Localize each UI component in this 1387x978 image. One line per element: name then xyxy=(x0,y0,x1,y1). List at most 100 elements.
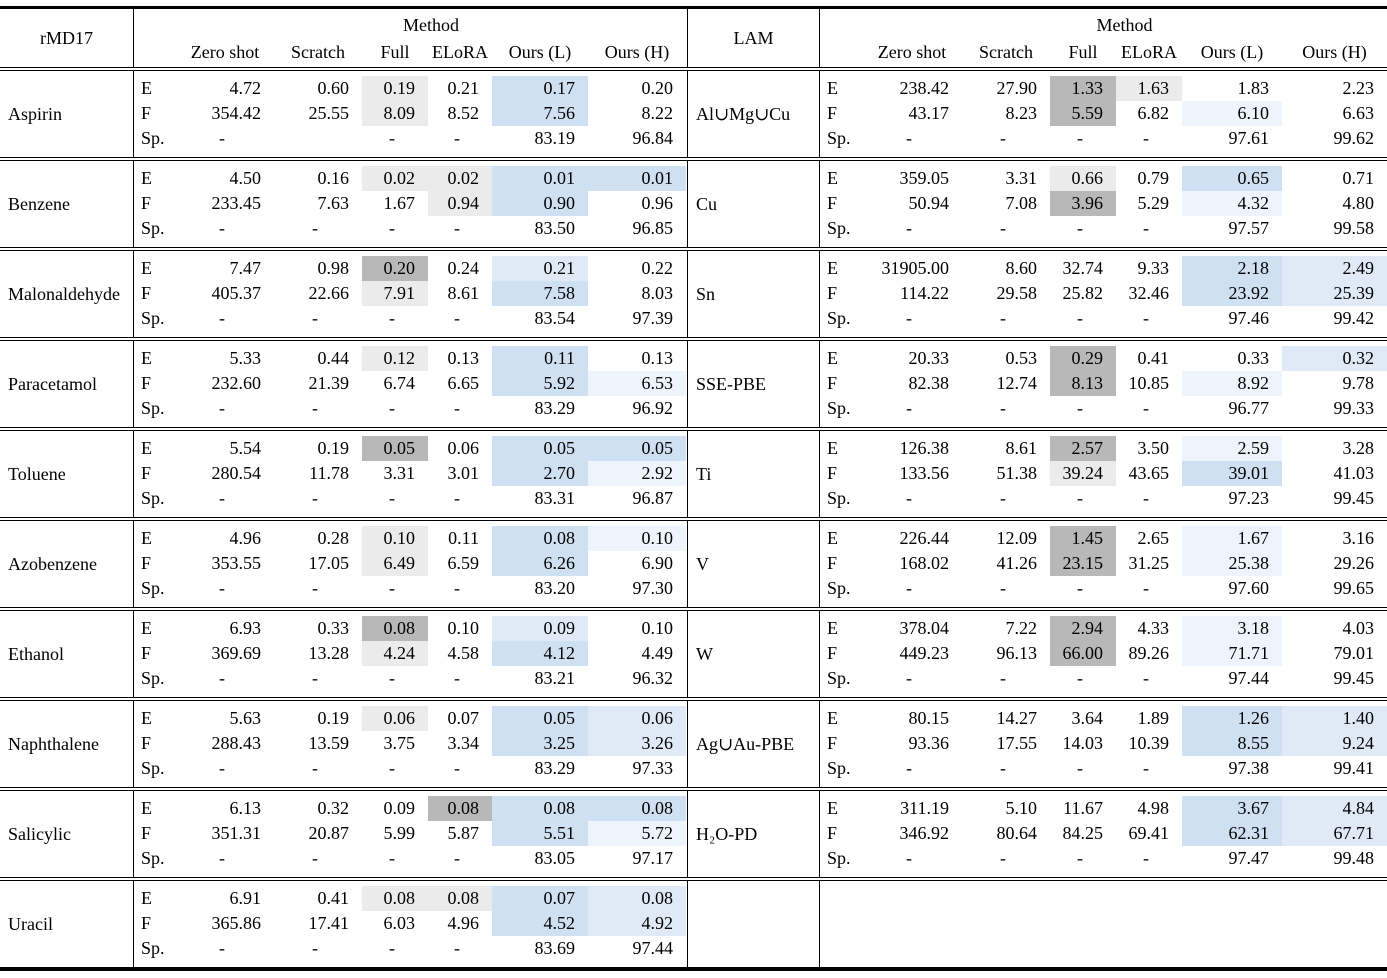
value-cell: 1.89 xyxy=(1137,708,1170,728)
group-values-grid: E 4.96 0.28 0.10 0.11 0.08 0.10 F 353.55 17.05 6.4… xyxy=(134,521,687,607)
value-cell: 7.22 xyxy=(1005,618,1038,638)
value-cell: 43.17 xyxy=(908,103,950,123)
table-bottom-rule xyxy=(0,967,1387,971)
value-cell: - xyxy=(1000,758,1006,778)
value-cell: 25.82 xyxy=(1062,283,1104,303)
value-cell: 8.60 xyxy=(1005,258,1038,278)
value-cell: - xyxy=(1000,488,1006,508)
value-cell: 2.49 xyxy=(1282,256,1387,281)
value-cell: 1.83 xyxy=(1237,78,1270,98)
group-name: Azobenzene xyxy=(8,553,97,574)
rmd17-group-salicylic: Salicylic E 6.13 0.32 0.09 0.08 0.08 0.08 F 351.3… xyxy=(0,791,688,877)
value-cell: 62.31 xyxy=(1182,821,1282,846)
metric-label: E xyxy=(827,798,838,818)
column-header-ours-l-: Ours (L) xyxy=(508,42,572,62)
value-cell: 369.69 xyxy=(211,643,262,663)
value-cell: 39.24 xyxy=(1050,461,1116,486)
group-values-grid: E 5.63 0.19 0.06 0.07 0.05 0.06 F 288.43 13.59 3.7… xyxy=(134,701,687,787)
metric-label: Sp. xyxy=(827,488,851,508)
value-cell: 233.45 xyxy=(211,193,262,213)
value-cell: 0.08 xyxy=(428,886,492,911)
value-cell: 3.34 xyxy=(447,733,480,753)
group-separator-rule xyxy=(0,157,1387,161)
value-cell: 2.59 xyxy=(1182,436,1282,461)
value-cell: 23.15 xyxy=(1050,551,1116,576)
value-cell: 2.65 xyxy=(1137,528,1170,548)
metric-label: E xyxy=(141,78,152,98)
value-cell: - xyxy=(454,578,460,598)
value-cell: 22.66 xyxy=(308,283,350,303)
value-cell: - xyxy=(1077,578,1083,598)
value-cell: 14.27 xyxy=(996,708,1038,728)
vertical-divider xyxy=(819,521,820,607)
group-values-grid: E 20.33 0.53 0.29 0.41 0.33 0.32 F 82.38 12.74 8.1… xyxy=(820,341,1387,427)
value-cell: 13.28 xyxy=(308,643,350,663)
group-values-grid: E 378.04 7.22 2.94 4.33 3.18 4.03 F 449.23 96.13 6… xyxy=(820,611,1387,697)
value-cell: 31.25 xyxy=(1128,553,1170,573)
value-cell: 89.26 xyxy=(1128,643,1170,663)
value-cell: 83.69 xyxy=(534,938,576,958)
value-cell: 4.33 xyxy=(1137,618,1170,638)
value-cell: 99.48 xyxy=(1333,848,1375,868)
group-separator-rule xyxy=(0,427,1387,431)
group-name: Al∪Mg∪Cu xyxy=(696,103,791,124)
value-cell: 5.72 xyxy=(588,821,686,846)
column-header-scratch: Scratch xyxy=(291,42,345,62)
value-cell: 133.56 xyxy=(899,463,950,483)
metric-label: E xyxy=(827,618,838,638)
value-cell: 0.08 xyxy=(588,886,686,911)
vertical-divider xyxy=(819,251,820,337)
value-cell: 99.45 xyxy=(1333,668,1375,688)
value-cell: 0.19 xyxy=(362,76,428,101)
metric-label: F xyxy=(827,373,838,393)
metric-label: E xyxy=(141,798,152,818)
value-cell: 1.40 xyxy=(1282,706,1387,731)
value-cell: 96.77 xyxy=(1228,398,1270,418)
vertical-divider xyxy=(819,611,820,697)
group-values-grid: E 6.93 0.33 0.08 0.10 0.09 0.10 F 369.69 13.28 4.2… xyxy=(134,611,687,697)
value-cell: 0.66 xyxy=(1050,166,1116,191)
lam-group-al-mg-cu: Al∪Mg∪Cu E 238.42 27.90 1.33 1.63 1.83 2.23 F 43.… xyxy=(688,71,1387,157)
metric-label: F xyxy=(827,193,838,213)
value-cell: 0.20 xyxy=(641,78,674,98)
value-cell: 1.45 xyxy=(1050,526,1116,551)
value-cell: 4.49 xyxy=(641,643,674,663)
group-name: Salicylic xyxy=(8,823,71,844)
metric-label: F xyxy=(827,103,838,123)
table-band: Benzene E 4.50 0.16 0.02 0.02 0.01 0.01 F 233.45 7… xyxy=(0,161,1387,247)
value-cell: 25.39 xyxy=(1282,281,1387,306)
value-cell: 27.90 xyxy=(996,78,1038,98)
value-cell: - xyxy=(454,308,460,328)
value-cell: 9.78 xyxy=(1342,373,1375,393)
value-cell: - xyxy=(1000,578,1006,598)
value-cell: 6.49 xyxy=(362,551,428,576)
value-cell: - xyxy=(906,128,912,148)
vertical-divider xyxy=(819,431,820,517)
value-cell: - xyxy=(454,758,460,778)
column-header-scratch: Scratch xyxy=(979,42,1033,62)
lam-group-empty xyxy=(688,881,1387,967)
metric-label: F xyxy=(827,823,838,843)
value-cell: 6.90 xyxy=(641,553,674,573)
value-cell: 3.67 xyxy=(1182,796,1282,821)
vertical-divider xyxy=(133,701,134,787)
value-cell: 0.06 xyxy=(362,706,428,731)
value-cell: - xyxy=(1077,758,1083,778)
value-cell: 41.03 xyxy=(1333,463,1375,483)
value-cell: - xyxy=(1000,218,1006,238)
value-cell: - xyxy=(906,488,912,508)
value-cell: 8.61 xyxy=(1005,438,1038,458)
value-cell: 0.06 xyxy=(447,438,480,458)
column-header-zero-shot: Zero shot xyxy=(877,42,947,62)
value-cell: - xyxy=(454,488,460,508)
lam-group-ag-au-pbe: Ag∪Au-PBE E 80.15 14.27 3.64 1.89 1.26 1.40 F 93.… xyxy=(688,701,1387,787)
value-cell: 0.20 xyxy=(362,256,428,281)
value-cell: 0.08 xyxy=(428,796,492,821)
group-name: Sn xyxy=(696,283,716,304)
value-cell: - xyxy=(1077,488,1083,508)
metric-label: Sp. xyxy=(827,758,851,778)
value-cell: 7.58 xyxy=(492,281,588,306)
group-name: Ethanol xyxy=(8,643,64,664)
value-cell: 0.07 xyxy=(447,708,480,728)
value-cell: 353.55 xyxy=(211,553,262,573)
